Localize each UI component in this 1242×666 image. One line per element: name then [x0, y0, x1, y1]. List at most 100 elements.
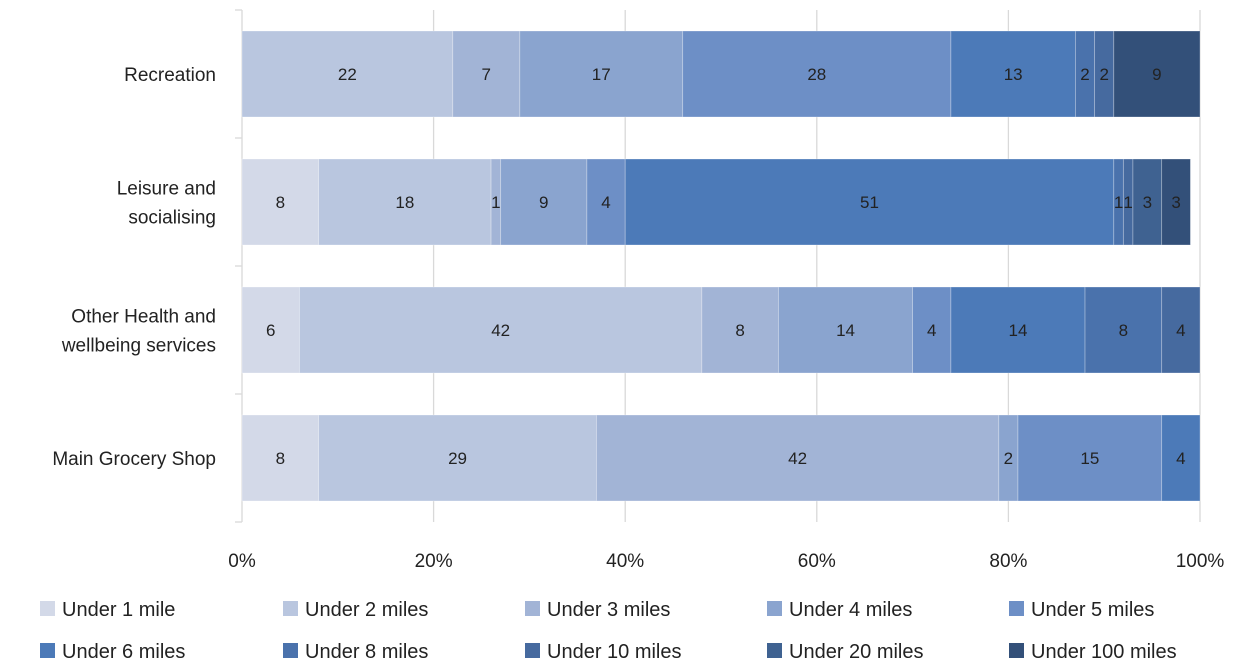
- data-label-other-health-and-wellbeing-services-under-2-miles: 42: [491, 321, 510, 340]
- bar-segment-recreation-under-3-miles: [452, 30, 521, 118]
- legend-item-under-8-miles: Under 8 miles: [283, 641, 428, 663]
- legend-swatch: [40, 601, 55, 616]
- legend-swatch: [767, 601, 782, 616]
- data-label-leisure-and-socialising-under-1-mile: 8: [276, 193, 285, 212]
- bar-segment-other-health-and-wellbeing-services-under-8-miles: [1084, 286, 1163, 374]
- data-label-other-health-and-wellbeing-services-under-6-miles: 14: [1009, 321, 1028, 340]
- legend-label: Under 3 miles: [547, 599, 670, 621]
- legend-item-under-10-miles: Under 10 miles: [525, 641, 682, 663]
- category-label-main-grocery-shop: Main Grocery Shop: [52, 449, 216, 470]
- legend-swatch: [525, 601, 540, 616]
- legend-swatch: [283, 643, 298, 658]
- x-tick-label: 100%: [1176, 551, 1225, 572]
- data-label-leisure-and-socialising-under-5-miles: 4: [601, 193, 610, 212]
- bar-segment-main-grocery-shop-under-1-mile: [241, 414, 320, 502]
- legend-label: Under 5 miles: [1031, 599, 1154, 621]
- legend-item-under-5-miles: Under 5 miles: [1009, 599, 1154, 621]
- data-label-recreation-under-8-miles: 2: [1080, 65, 1089, 84]
- bar-segment-other-health-and-wellbeing-services-under-5-miles: [912, 286, 952, 374]
- data-label-leisure-and-socialising-under-3-miles: 1: [491, 193, 500, 212]
- legend: Under 1 mile Under 2 miles Under 3 miles Un…: [40, 599, 1177, 663]
- legend-swatch: [1009, 601, 1024, 616]
- legend-swatch: [1009, 643, 1024, 658]
- bar-segment-recreation-under-4-miles: [519, 30, 684, 118]
- legend-swatch: [283, 601, 298, 616]
- bar-segment-main-grocery-shop-under-6-miles: [1161, 414, 1201, 502]
- bar-segment-leisure-and-socialising-under-2-miles: [318, 158, 492, 246]
- data-label-main-grocery-shop-under-5-miles: 15: [1080, 449, 1099, 468]
- category-label-leisure-and-socialising: Leisure and socialising: [117, 179, 216, 229]
- data-label-leisure-and-socialising-under-8-miles: 1: [1114, 193, 1123, 212]
- x-tick-label: 80%: [989, 551, 1027, 572]
- legend-swatch: [767, 643, 782, 658]
- bar-segment-other-health-and-wellbeing-services-under-10-miles: [1161, 286, 1201, 374]
- bar-segment-main-grocery-shop-under-5-miles: [1017, 414, 1163, 502]
- legend-label: Under 6 miles: [62, 641, 185, 663]
- bar-segment-leisure-and-socialising-under-6-miles: [624, 158, 1115, 246]
- x-tick-label: 60%: [798, 551, 836, 572]
- bar-segment-recreation-under-5-miles: [682, 30, 952, 118]
- data-label-leisure-and-socialising-under-100-miles: 3: [1171, 193, 1180, 212]
- data-label-main-grocery-shop-under-4-miles: 2: [1004, 449, 1013, 468]
- category-label-recreation: Recreation: [124, 65, 216, 86]
- legend-label: Under 8 miles: [305, 641, 428, 663]
- category-label-other-health-and-wellbeing-services: Other Health and wellbeing services: [61, 307, 216, 357]
- legend-label: Under 2 miles: [305, 599, 428, 621]
- data-label-other-health-and-wellbeing-services-under-5-miles: 4: [927, 321, 936, 340]
- data-label-recreation-under-100-miles: 9: [1152, 65, 1161, 84]
- data-label-other-health-and-wellbeing-services-under-1-mile: 6: [266, 321, 275, 340]
- legend-swatch: [40, 643, 55, 658]
- legend-item-under-100-miles: Under 100 miles: [1009, 641, 1177, 663]
- data-label-leisure-and-socialising-under-2-miles: 18: [395, 193, 414, 212]
- data-label-other-health-and-wellbeing-services-under-3-miles: 8: [735, 321, 744, 340]
- bar-segment-other-health-and-wellbeing-services-under-1-mile: [241, 286, 300, 374]
- x-axis-ticks: 0% 20% 40% 60% 80% 100%: [228, 551, 1224, 572]
- legend-item-under-4-miles: Under 4 miles: [767, 599, 912, 621]
- data-label-recreation-under-3-miles: 7: [482, 65, 491, 84]
- bar-segment-other-health-and-wellbeing-services-under-6-miles: [950, 286, 1086, 374]
- legend-item-under-2-miles: Under 2 miles: [283, 599, 428, 621]
- data-label-recreation-under-6-miles: 13: [1004, 65, 1023, 84]
- bar-segment-recreation-under-2-miles: [241, 30, 454, 118]
- data-label-other-health-and-wellbeing-services-under-8-miles: 8: [1119, 321, 1128, 340]
- bar-segment-main-grocery-shop-under-2-miles: [318, 414, 597, 502]
- data-label-leisure-and-socialising-under-6-miles: 51: [860, 193, 879, 212]
- bar-segment-main-grocery-shop-under-3-miles: [596, 414, 1000, 502]
- legend-label: Under 10 miles: [547, 641, 682, 663]
- data-label-other-health-and-wellbeing-services-under-10-miles: 4: [1176, 321, 1185, 340]
- legend-label: Under 20 miles: [789, 641, 924, 663]
- data-label-recreation-under-4-miles: 17: [592, 65, 611, 84]
- bar-segment-leisure-and-socialising-under-5-miles: [586, 158, 626, 246]
- legend-label: Under 100 miles: [1031, 641, 1177, 663]
- bar-segment-recreation-under-6-miles: [950, 30, 1076, 118]
- x-tick-label: 20%: [415, 551, 453, 572]
- category-axis: Recreation Leisure and socialising Other He…: [52, 9, 243, 523]
- x-tick-label: 40%: [606, 551, 644, 572]
- data-label-leisure-and-socialising-under-10-miles: 1: [1123, 193, 1132, 212]
- legend-label: Under 4 miles: [789, 599, 912, 621]
- bar-segment-leisure-and-socialising-under-4-miles: [500, 158, 588, 246]
- bar-segment-leisure-and-socialising-under-3-miles: [490, 158, 502, 246]
- data-label-leisure-and-socialising-under-20-miles: 3: [1143, 193, 1152, 212]
- bar-segment-other-health-and-wellbeing-services-under-2-miles: [299, 286, 703, 374]
- bar-segment-leisure-and-socialising-under-100-miles: [1161, 158, 1191, 246]
- bar-segment-other-health-and-wellbeing-services-under-3-miles: [701, 286, 779, 374]
- data-label-other-health-and-wellbeing-services-under-4-miles: 14: [836, 321, 855, 340]
- x-tick-label: 0%: [228, 551, 256, 572]
- legend-item-under-3-miles: Under 3 miles: [525, 599, 670, 621]
- bar-segment-leisure-and-socialising-under-20-miles: [1132, 158, 1163, 246]
- legend-item-under-20-miles: Under 20 miles: [767, 641, 924, 663]
- data-label-recreation-under-2-miles: 22: [338, 65, 357, 84]
- legend-item-under-6-miles: Under 6 miles: [40, 641, 185, 663]
- data-label-main-grocery-shop-under-3-miles: 42: [788, 449, 807, 468]
- data-label-leisure-and-socialising-under-4-miles: 9: [539, 193, 548, 212]
- bar-segment-leisure-and-socialising-under-1-mile: [241, 158, 320, 246]
- data-label-recreation-under-5-miles: 28: [807, 65, 826, 84]
- data-label-main-grocery-shop-under-1-mile: 8: [276, 449, 285, 468]
- data-label-recreation-under-10-miles: 2: [1099, 65, 1108, 84]
- legend-swatch: [525, 643, 540, 658]
- data-label-main-grocery-shop-under-2-miles: 29: [448, 449, 467, 468]
- bars: 22 7 17 28 13 2 2 98 18 1 9 4 51 1 1 3 36 42 8 14 4 14 8 48 29 42…: [241, 30, 1201, 502]
- data-label-main-grocery-shop-under-6-miles: 4: [1176, 449, 1185, 468]
